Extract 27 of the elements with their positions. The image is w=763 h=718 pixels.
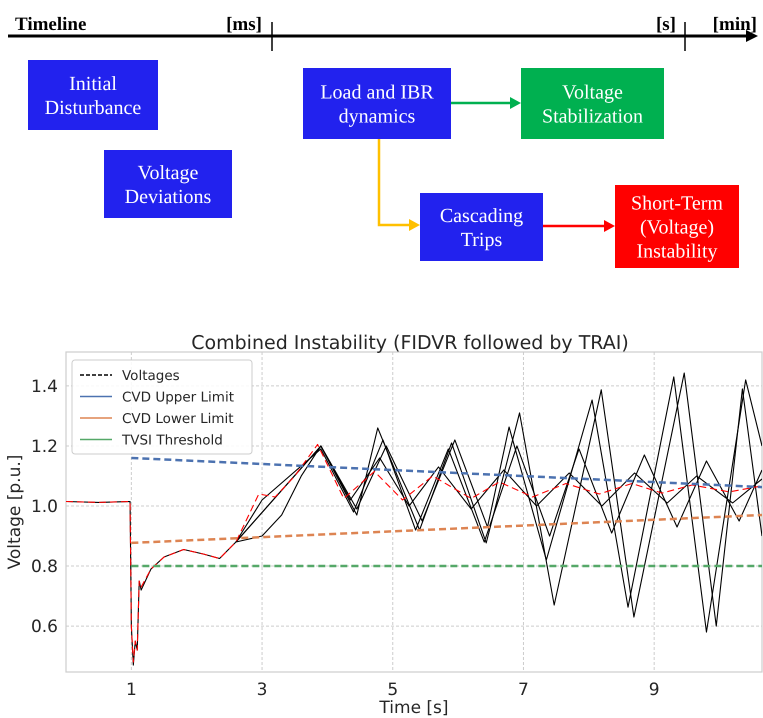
text: Voltage Deviations [124, 162, 212, 208]
text: Voltage Stabilization [542, 82, 644, 128]
x-tick-label: 7 [518, 680, 529, 700]
category-label: [s] [656, 14, 676, 35]
x-tick-label: 9 [648, 680, 660, 700]
legend-label: Voltages [122, 368, 180, 384]
x-axis-title: Time [s] [378, 698, 449, 718]
legend-label: CVD Lower Limit [122, 411, 234, 427]
y-tick-label: 1.2 [30, 436, 58, 457]
text: Short-Term (Voltage) Instability [631, 192, 724, 262]
legend-label: TVSI Threshold [121, 432, 223, 448]
category-label: [ms] [226, 14, 262, 35]
x-tick-label: 3 [256, 680, 268, 700]
x-tick-label: 5 [387, 680, 398, 700]
y-tick-label: 0.8 [30, 557, 58, 578]
legend-label: CVD Upper Limit [122, 390, 234, 406]
text: Cascading Trips [440, 205, 524, 251]
y-axis-title: Voltage [p.u.] [5, 454, 25, 570]
text: Initial Disturbance [44, 73, 142, 119]
y-tick-label: 0.6 [30, 617, 58, 638]
text: Timeline [15, 14, 86, 35]
y-tick-label: 1.4 [30, 376, 58, 397]
text: Load and IBR dynamics [320, 82, 434, 128]
x-tick-label: 1 [126, 680, 137, 700]
chart-title: Combined Instability (FIDVR followed by TRAI) [191, 332, 629, 354]
category-label: [min] [712, 14, 757, 35]
y-tick-label: 1.0 [30, 496, 58, 517]
